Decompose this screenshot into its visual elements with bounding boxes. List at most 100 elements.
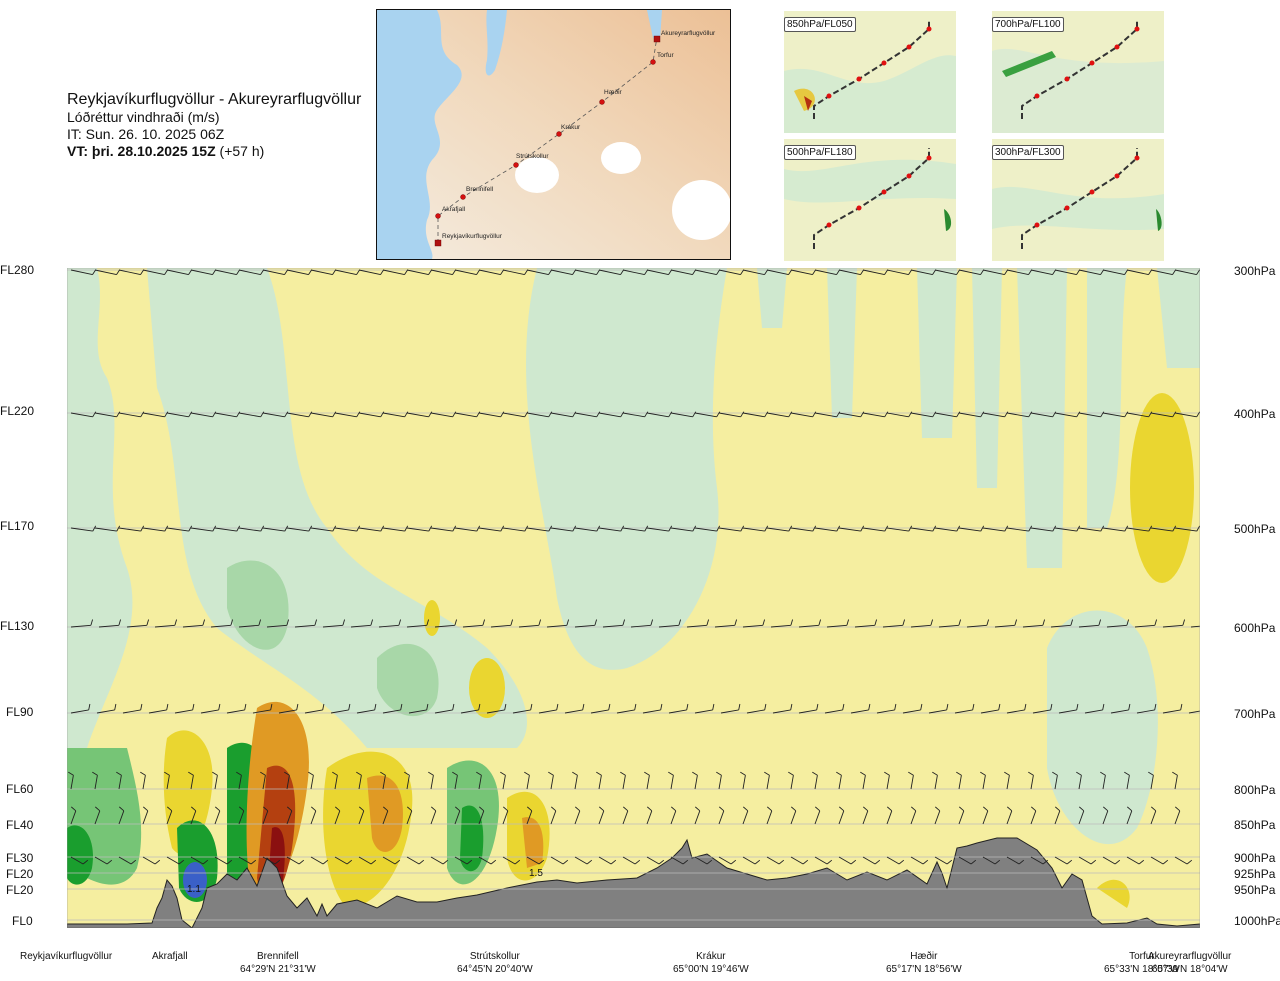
wind-barb: [98, 624, 119, 628]
wind-barb-feather: [90, 619, 94, 626]
wind-barb-feather: [308, 411, 313, 418]
wind-barb-feather: [426, 703, 429, 710]
wind-barb-feather: [359, 806, 365, 812]
wind-barb: [70, 856, 84, 865]
wind-barb: [1006, 856, 1020, 865]
wind-barb-feather: [164, 525, 169, 532]
wind-barb: [518, 624, 539, 628]
wind-barb: [1188, 710, 1200, 714]
wind-barb: [1150, 775, 1154, 790]
point-akrafjall: [435, 213, 441, 219]
wind-barb: [766, 810, 773, 825]
wind-barb-feather: [1180, 703, 1183, 710]
wind-barb: [502, 412, 525, 418]
wind-barb: [1054, 269, 1077, 276]
wind-barb-feather: [582, 703, 585, 710]
wind-barb-feather: [538, 619, 542, 626]
wind-barb: [742, 269, 765, 276]
wind-barb: [502, 856, 516, 865]
wind-barb-feather: [188, 525, 193, 532]
wind-barb-feather: [260, 411, 265, 418]
wind-barb-feather: [1042, 859, 1049, 865]
wind-barb: [226, 709, 245, 714]
wind-barb: [1006, 269, 1029, 276]
wind-barb: [238, 412, 261, 418]
wind-barb-feather: [956, 411, 961, 418]
wind-barb: [622, 527, 645, 532]
wind-barb: [642, 709, 661, 714]
wind-barb-feather: [695, 806, 701, 812]
wind-barb: [824, 709, 843, 714]
wind-barb: [434, 709, 453, 714]
field-strong-up-3: [522, 817, 544, 868]
wind-barb: [1162, 709, 1181, 714]
p-label-800: 800hPa: [1234, 783, 1276, 797]
wind-barb-feather: [296, 703, 299, 710]
wind-barb-feather: [980, 525, 985, 532]
wind-barb-feather: [95, 806, 101, 812]
route-line: [437, 36, 658, 243]
wind-barb: [902, 709, 921, 714]
wind-barb: [1054, 412, 1077, 418]
wind-barb-feather: [140, 411, 145, 418]
wind-barb: [934, 856, 948, 865]
location-strutskollur: Strútskollur 64°45'N 20°40'W: [457, 950, 533, 976]
wind-barb-feather: [212, 411, 217, 418]
wind-barb: [462, 624, 483, 628]
wind-barb: [94, 775, 98, 790]
wind-barb-feather: [260, 771, 266, 776]
field-down-2: [377, 643, 439, 717]
wind-barb-feather: [374, 703, 377, 710]
wind-barb-feather: [1148, 771, 1154, 776]
field-weak-down-east: [1047, 610, 1158, 845]
wind-barb-feather: [596, 771, 602, 776]
wind-barb: [454, 269, 477, 276]
wind-barb-feather: [716, 525, 721, 532]
field-up-low-east: [1097, 879, 1130, 908]
wind-barb: [430, 810, 437, 825]
location-name: Hæðir: [910, 951, 938, 962]
wind-barb-feather: [455, 806, 461, 812]
wind-barb-feather: [1007, 806, 1013, 812]
wind-barb: [814, 269, 837, 276]
wind-barb-feather: [143, 806, 149, 812]
wind-barb-feather: [452, 703, 455, 710]
wind-barb: [454, 856, 468, 865]
field-band-2: [827, 268, 857, 418]
wind-barb: [502, 775, 506, 790]
wind-barb-feather: [644, 411, 649, 418]
p-label-600: 600hPa: [1234, 621, 1276, 635]
wind-barb: [670, 412, 693, 418]
wind-barb-feather: [608, 703, 611, 710]
wind-barb-feather: [1196, 269, 1200, 275]
location-coord: 65°00'N 19°46'W: [673, 964, 749, 975]
wind-barb-feather: [263, 806, 269, 812]
field-band-5: [1017, 268, 1067, 568]
wind-barb-feather: [740, 525, 745, 532]
wind-barb: [766, 856, 780, 865]
wind-barb: [934, 412, 957, 418]
wind-barb: [182, 624, 203, 628]
wind-barb-feather: [946, 703, 949, 710]
wind-barb-feather: [146, 619, 150, 626]
location-name: Akrafjall: [152, 951, 188, 962]
wind-barb: [1030, 810, 1037, 825]
wind-barb: [378, 624, 399, 628]
wind-barb: [382, 856, 396, 865]
wind-barb: [502, 810, 509, 825]
wind-barb-feather: [660, 703, 663, 710]
wind-barb: [850, 709, 869, 714]
wind-barb-feather: [346, 859, 353, 865]
fl-label-40: FL40: [6, 818, 34, 832]
wind-barb: [310, 412, 333, 418]
wind-barb: [982, 527, 1005, 532]
p-label-850: 850hPa: [1234, 818, 1276, 832]
field-strong-up-2: [367, 775, 403, 852]
wind-barb-feather: [812, 525, 817, 532]
location-akureyri: Akureyrarflugvöllur 65°39'N 18°04'W: [1148, 950, 1231, 976]
wind-barb: [310, 810, 317, 825]
p-label-300: 300hPa: [1234, 264, 1276, 278]
wind-barb: [574, 810, 581, 825]
wind-barb-feather: [634, 703, 637, 710]
wind-barb: [358, 412, 381, 418]
